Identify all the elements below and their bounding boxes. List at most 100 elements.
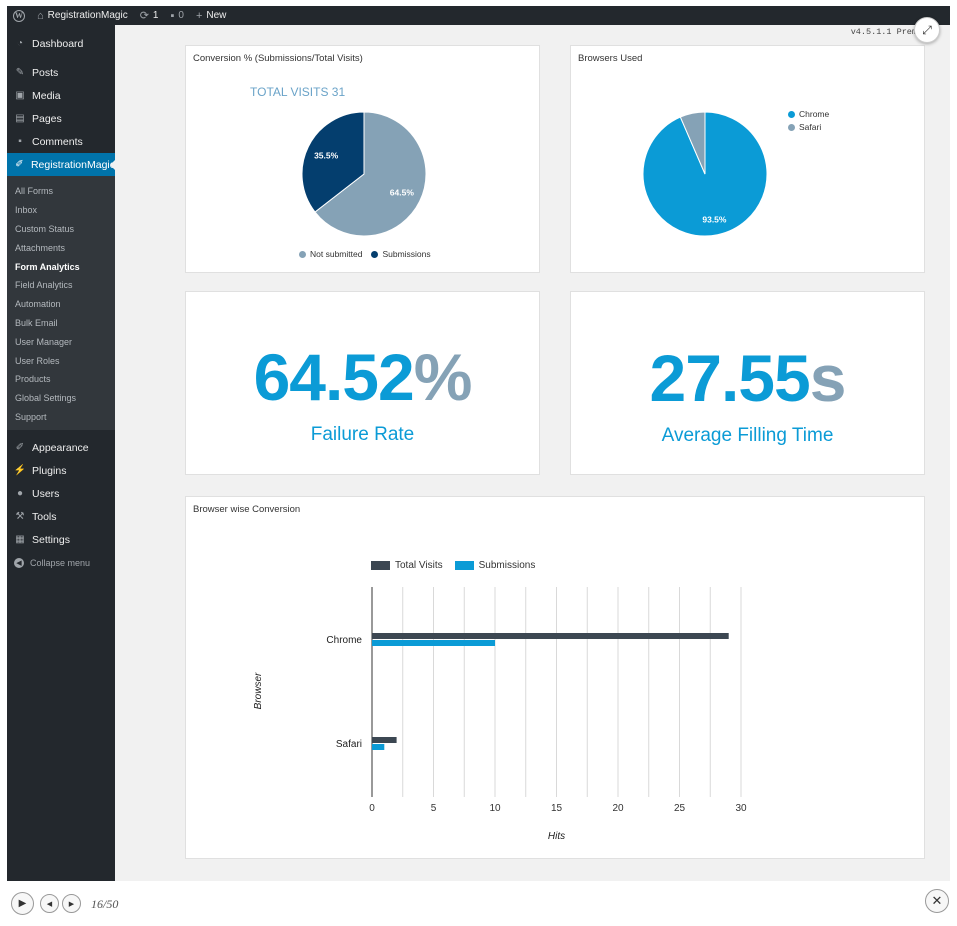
x-tick-label: 0 [369, 803, 375, 814]
submenu-global-settings[interactable]: Global Settings [15, 393, 77, 404]
new-content-link[interactable]: + New [190, 6, 232, 25]
card-title: Conversion % (Submissions/Total Visits) [193, 53, 363, 64]
menu-label: Pages [32, 112, 62, 125]
submenu-products[interactable]: Products [15, 374, 51, 385]
next-button[interactable]: ▶ [62, 894, 81, 913]
comments-count: 0 [178, 10, 184, 21]
registrationmagic-submenu: All Forms Inbox Custom Status Attachment… [7, 176, 115, 431]
refresh-icon: ⟳ [139, 10, 149, 22]
admin-sidebar: ◔ Dashboard ✎ Posts ▣ Media ▤ Pages ▪ Co… [7, 25, 115, 881]
settings-icon: ▦ [15, 534, 25, 546]
submenu-bulk-email[interactable]: Bulk Email [15, 317, 58, 328]
filling-time-number: 27.55 [649, 341, 811, 415]
updates-count: 1 [152, 10, 159, 21]
collapse-menu-button[interactable]: ◀ Collapse menu [7, 551, 115, 574]
menu-item-pages[interactable]: ▤ Pages [7, 107, 115, 130]
x-tick-label: 5 [431, 803, 437, 814]
menu-item-users[interactable]: ● Users [7, 482, 115, 505]
filling-time-value: 27.55s [571, 345, 924, 411]
card-title: Browsers Used [578, 53, 643, 64]
menu-item-tools[interactable]: ⚒ Tools [7, 505, 115, 528]
pie-slice-safari [679, 111, 706, 175]
browsers-legend-safari: Safari [788, 122, 821, 132]
menu-item-appearance[interactable]: ✐ Appearance [7, 436, 115, 459]
updates-link[interactable]: ⟳ 1 [134, 6, 165, 25]
site-name: RegistrationMagic [47, 10, 128, 21]
close-button[interactable]: ✕ [925, 889, 949, 913]
menu-item-posts[interactable]: ✎ Posts [7, 61, 115, 84]
pie-slice-submissions [301, 111, 365, 213]
conversion-pie-chart: 64.5% 35.5% [301, 111, 427, 237]
submenu-attachments[interactable]: Attachments [15, 242, 66, 253]
media-icon: ▣ [15, 90, 25, 101]
collapse-arrow-icon: ◀ [14, 557, 24, 568]
submenu-support[interactable]: Support [15, 411, 47, 422]
bar-total-visits-chrome [372, 633, 729, 639]
menu-item-plugins[interactable]: ⚡ Plugins [7, 459, 115, 482]
slide-counter: 16/50 [91, 897, 119, 911]
failure-rate-value: 64.52% [186, 344, 539, 410]
submenu-all-forms[interactable]: All Forms [15, 186, 53, 197]
filling-time-unit: s [809, 341, 847, 415]
legend-label-submissions: Submissions [382, 249, 431, 259]
legend-label-chrome: Chrome [799, 109, 830, 119]
new-label: New [206, 10, 227, 21]
browsers-pie-chart: 93.5% [642, 111, 768, 237]
legend-label-submissions: Submissions [478, 560, 536, 571]
play-button[interactable]: ▶ [11, 892, 34, 915]
fullscreen-button[interactable]: ⤢ [914, 17, 940, 43]
submenu-form-analytics[interactable]: Form Analytics [15, 261, 80, 272]
plugin-icon: ⚡ [13, 465, 27, 477]
brush-icon: ✐ [15, 442, 25, 454]
expand-icon: ⤢ [922, 22, 932, 37]
pie-data-label-submissions: 35.5% [314, 150, 339, 160]
submenu-inbox[interactable]: Inbox [15, 205, 38, 216]
failure-rate-unit: % [413, 340, 473, 414]
legend-label-safari: Safari [799, 122, 822, 132]
browser-conversion-bar-chart: 0 5 10 15 20 25 30 Chrome Safari Hits Browser [253, 587, 747, 842]
x-tick-label: 15 [551, 803, 563, 814]
menu-item-comments[interactable]: ▪ Comments [7, 130, 115, 153]
menu-label: Settings [32, 533, 70, 546]
menu-label: RegistrationMagic [30, 158, 115, 171]
wrench-icon: ⚒ [15, 511, 25, 523]
bar-submissions-chrome [372, 640, 495, 646]
menu-label: Media [32, 89, 61, 102]
submenu-user-manager[interactable]: User Manager [15, 336, 73, 347]
site-name-link[interactable]: ⌂ RegistrationMagic [31, 6, 134, 25]
plugin-version: v4.5.1.1 Prem [850, 27, 917, 37]
previous-button[interactable]: ◀ [40, 894, 59, 913]
menu-item-registrationmagic[interactable]: ✐ RegistrationMagic [7, 153, 115, 176]
filling-time-label: Average Filling Time [661, 425, 834, 446]
legend-label-total-visits: Total Visits [395, 560, 443, 571]
failure-rate-card: 64.52% Failure Rate [185, 291, 540, 475]
x-tick-label: 25 [674, 803, 686, 814]
menu-label: Plugins [32, 464, 67, 477]
legend-dot-submissions [371, 250, 379, 258]
failure-rate-number: 64.52 [253, 340, 415, 414]
pages-icon: ▤ [15, 113, 25, 124]
user-icon: ● [16, 488, 24, 500]
y-axis-title: Browser [253, 672, 264, 709]
menu-item-media[interactable]: ▣ Media [7, 84, 115, 107]
menu-item-dashboard[interactable]: ◔ Dashboard [7, 32, 115, 55]
submenu-user-roles[interactable]: User Roles [15, 355, 60, 366]
legend-swatch-submissions [454, 561, 474, 570]
menu-label: Posts [32, 66, 59, 79]
home-icon: ⌂ [37, 9, 44, 22]
legend-swatch-total-visits [371, 561, 390, 570]
menu-label: Tools [32, 510, 57, 523]
comment-bubble-icon: ▪ [170, 9, 175, 22]
admin-bar: W ⌂ RegistrationMagic ⟳ 1 ▪ 0 + New [7, 6, 950, 25]
menu-item-settings[interactable]: ▦ Settings [7, 528, 115, 551]
wp-logo-button[interactable]: W [7, 6, 31, 25]
submenu-automation[interactable]: Automation [15, 299, 61, 310]
pin-icon: ✎ [15, 67, 25, 78]
plus-icon: + [195, 9, 203, 22]
pie-data-label-chrome: 93.5% [702, 215, 727, 225]
comments-link[interactable]: ▪ 0 [164, 6, 189, 25]
submenu-field-analytics[interactable]: Field Analytics [15, 280, 73, 291]
pie-data-label-not-submitted: 64.5% [390, 188, 415, 198]
submenu-custom-status[interactable]: Custom Status [15, 223, 75, 234]
x-tick-label: 30 [735, 803, 747, 814]
